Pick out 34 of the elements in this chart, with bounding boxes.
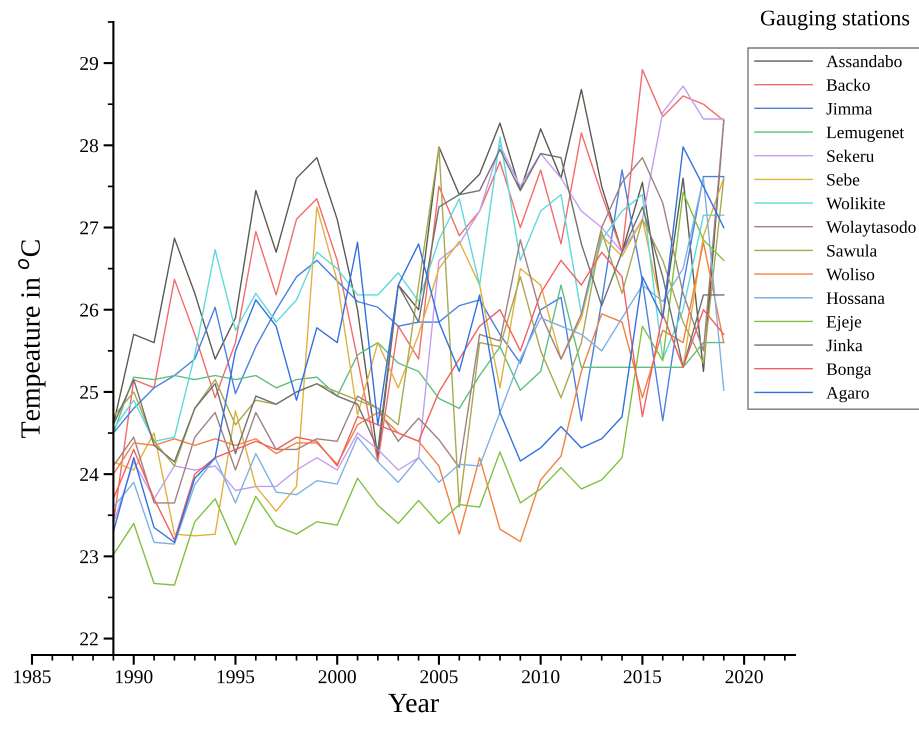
- legend-label: Jinka: [826, 339, 863, 352]
- x-tick-label: 1995: [218, 670, 254, 684]
- x-tick-label: 1985: [14, 670, 51, 684]
- legend-label: Backo: [826, 78, 870, 91]
- y-axis-title: Tempeature in $^{o}$C: [18, 240, 46, 438]
- x-tick-label: 2000: [318, 670, 356, 684]
- x-tick-label: 2010: [522, 670, 560, 684]
- y-tick-label: 27: [80, 221, 98, 234]
- legend-label: Agaro: [826, 387, 869, 402]
- legend-label: Hossana: [826, 292, 885, 304]
- legend-label: Wolaytasodo: [826, 220, 916, 237]
- x-tick-label: 1990: [116, 670, 152, 684]
- x-tick-label: 2005: [420, 670, 458, 684]
- x-tick-label: 2020: [726, 670, 763, 684]
- y-tick-label: 25: [80, 386, 98, 399]
- legend-label: Ejeje: [826, 316, 862, 332]
- y-tick-label: 22: [80, 632, 98, 646]
- y-tick-label: 26: [80, 304, 98, 317]
- legend-label: Woliso: [826, 268, 874, 280]
- legend-title: Gauging stations: [760, 10, 910, 30]
- legend-label: Jimma: [826, 102, 872, 115]
- y-tick-label: 29: [80, 56, 98, 70]
- y-tick-label: 23: [80, 550, 98, 564]
- legend-label: Bonga: [826, 363, 872, 379]
- y-tick-label: 28: [80, 139, 98, 152]
- y-tick-label: 24: [80, 468, 98, 481]
- x-tick-label: 2015: [624, 670, 662, 684]
- legend-label: Lemugenet: [826, 126, 904, 142]
- x-axis-title: Year: [388, 694, 439, 712]
- legend-label: Sawula: [827, 244, 877, 257]
- legend-label: Sekeru: [827, 150, 874, 162]
- legend-label: Assandabo: [826, 55, 902, 68]
- legend-label: Sebe: [827, 173, 860, 186]
- legend-label: Wolikite: [826, 197, 885, 210]
